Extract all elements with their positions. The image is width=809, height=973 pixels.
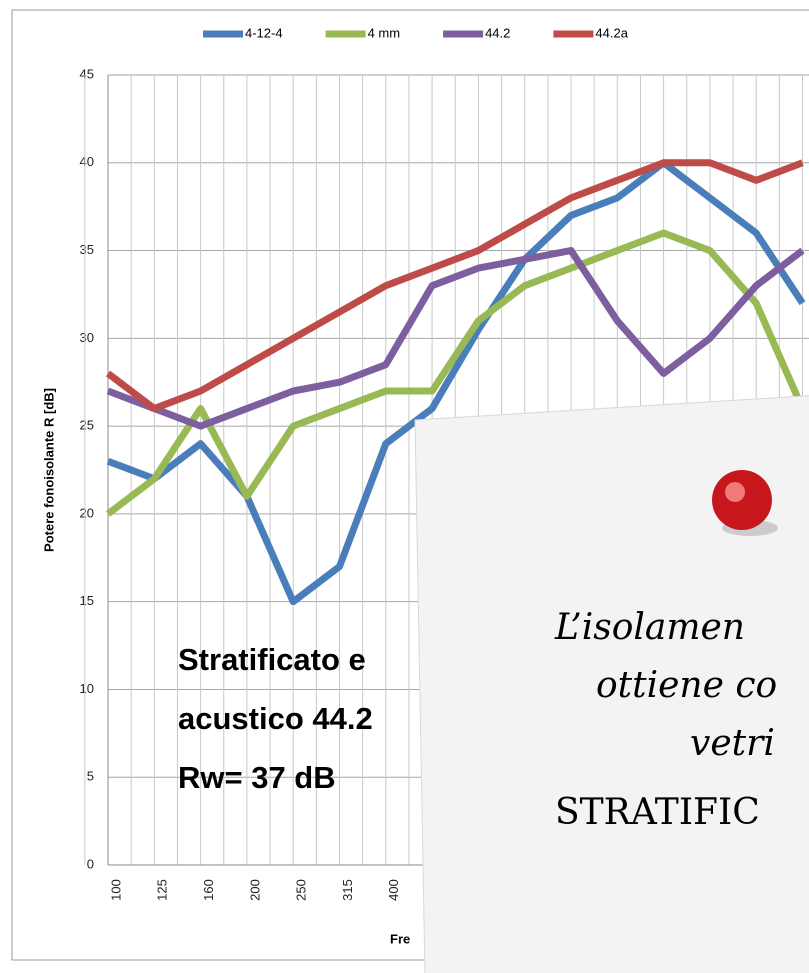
legend-label: 4-12-4 bbox=[245, 25, 283, 40]
legend: 4-12-4 4 mm 44.2 44.2a bbox=[203, 25, 629, 40]
x-tick-label: 250 bbox=[294, 879, 309, 901]
note-text: vetri bbox=[690, 723, 775, 764]
y-tick-label: 30 bbox=[80, 330, 94, 345]
y-tick-label: 45 bbox=[80, 66, 94, 81]
legend-label: 44.2 bbox=[485, 25, 510, 40]
series-line bbox=[106, 247, 805, 430]
y-tick-label: 5 bbox=[87, 769, 94, 784]
pin bbox=[712, 470, 772, 530]
x-tick-label: 125 bbox=[155, 879, 170, 901]
sticky-note: L’isolamen ottiene co vetri STRATIFIC bbox=[414, 395, 809, 973]
y-tick-label: 10 bbox=[80, 681, 94, 696]
x-tick-label: 200 bbox=[247, 879, 262, 901]
series-line bbox=[106, 159, 806, 606]
x-tick-label: 160 bbox=[201, 879, 216, 901]
x-tick-label: 400 bbox=[386, 879, 401, 901]
annotation: Rw= 37 dB bbox=[178, 760, 336, 795]
note-text: STRATIFIC bbox=[555, 792, 760, 833]
note-paper bbox=[414, 395, 809, 973]
series-lines bbox=[105, 159, 806, 606]
y-tick-label: 15 bbox=[80, 593, 94, 608]
legend-label: 44.2a bbox=[595, 25, 628, 40]
series-line bbox=[105, 159, 804, 413]
annotation: Stratificato e bbox=[178, 642, 366, 677]
x-tick-label: 315 bbox=[340, 879, 355, 901]
legend-label: 4 mm bbox=[368, 25, 401, 40]
x-tick-label: 100 bbox=[108, 879, 123, 901]
series-line bbox=[105, 229, 806, 517]
annotation: acustico 44.2 bbox=[178, 701, 373, 736]
y-tick-label: 40 bbox=[80, 154, 94, 169]
y-tick-label: 25 bbox=[80, 418, 94, 433]
note-text: L’isolamen bbox=[554, 607, 745, 648]
note-text: ottiene co bbox=[596, 665, 777, 706]
y-tick-label: 0 bbox=[87, 856, 94, 871]
y-tick-label: 35 bbox=[80, 242, 94, 257]
pin-highlight bbox=[725, 482, 745, 502]
x-axis-label: Fre bbox=[390, 931, 410, 946]
y-tick-label: 20 bbox=[80, 505, 94, 520]
y-axis-label: Potere fonoisolante R [dB] bbox=[41, 388, 56, 552]
